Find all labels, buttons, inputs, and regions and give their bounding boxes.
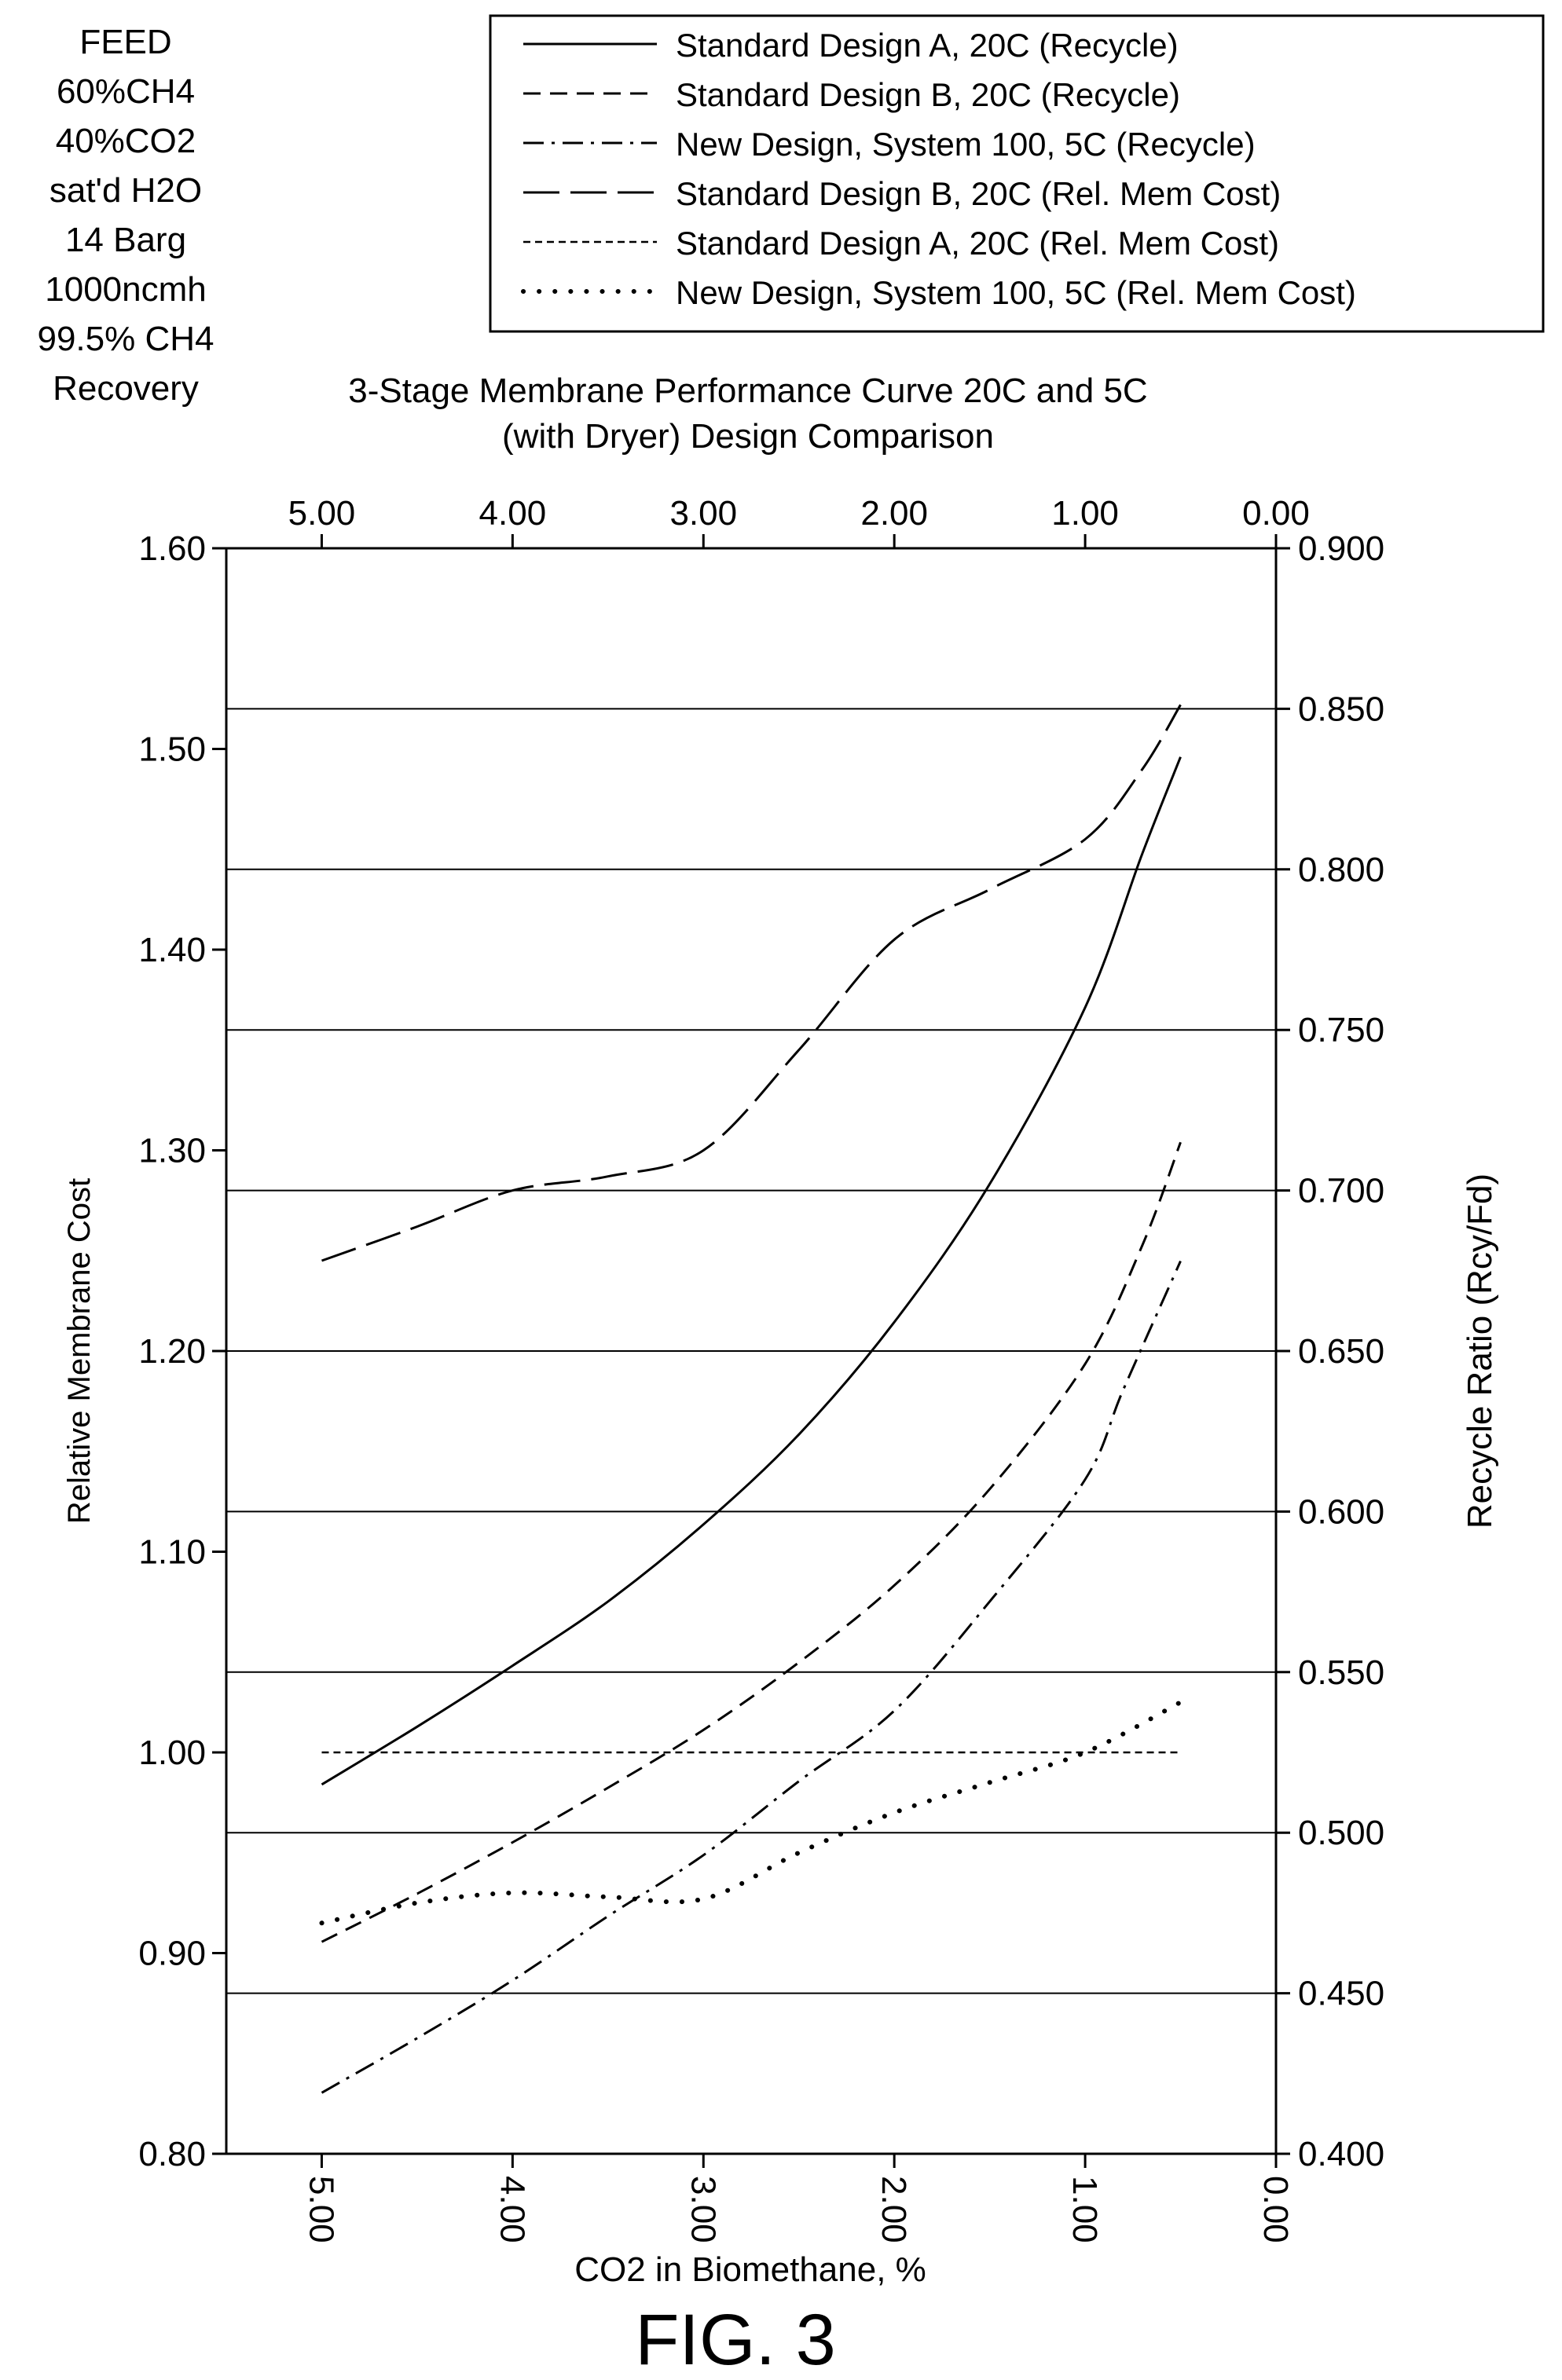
y-tick-label: 0.80 xyxy=(138,2135,206,2173)
x-axis-label: CO2 in Biomethane, % xyxy=(574,2250,926,2289)
legend-label-new-design-system-100-5c-recycle: New Design, System 100, 5C (Recycle) xyxy=(676,126,1256,163)
x-top-tick-label: 1.00 xyxy=(1051,494,1119,533)
y2-tick-label: 0.850 xyxy=(1298,690,1384,728)
y-tick-label: 1.00 xyxy=(138,1734,206,1772)
legend-label-standard-design-a-20c-rel-mem-cost: Standard Design A, 20C (Rel. Mem Cost) xyxy=(676,225,1279,262)
y-tick-label: 1.40 xyxy=(138,931,206,969)
y2-axis-label: Recycle Ratio (Rcy/Fd) xyxy=(1461,1174,1499,1529)
y-tick-label: 1.20 xyxy=(138,1332,206,1371)
feed-line-1: FEED xyxy=(79,23,171,61)
feed-line-2: 60%CH4 xyxy=(57,72,195,111)
series-lines xyxy=(319,704,1183,2094)
y2-tick-label: 0.500 xyxy=(1298,1814,1384,1852)
feed-info: FEED 60%CH4 40%CO2 sat'd H2O 14 Barg 100… xyxy=(37,23,214,408)
feed-line-6: 1000ncmh xyxy=(45,270,206,309)
feed-line-7: 99.5% CH4 xyxy=(37,320,214,358)
figure-label: FIG. 3 xyxy=(635,2300,836,2380)
x-top-tick-label: 2.00 xyxy=(860,494,928,533)
x-top-tick-label: 5.00 xyxy=(288,494,356,533)
y2-tick-label: 0.450 xyxy=(1298,1975,1384,2013)
x-bottom-tick-label: 4.00 xyxy=(493,2176,531,2243)
y-tick-label: 1.10 xyxy=(138,1533,206,1572)
y2-tick-label: 0.800 xyxy=(1298,851,1384,889)
y-tick-label: 1.60 xyxy=(138,529,206,568)
series-line-new-design-system-100-5c-rel-mem-cost xyxy=(319,1700,1183,1926)
chart-title-line-2: (with Dryer) Design Comparison xyxy=(502,417,994,456)
chart-title-line-1: 3-Stage Membrane Performance Curve 20C a… xyxy=(348,372,1147,410)
feed-line-5: 14 Barg xyxy=(65,221,186,259)
series-line-standard-design-b-20c-recycle xyxy=(321,1141,1182,1943)
legend-label-standard-design-b-20c-recycle: Standard Design B, 20C (Recycle) xyxy=(676,76,1180,113)
feed-line-8: Recovery xyxy=(53,369,199,408)
axis-ticks: 0.80 0.90 1.00 1.10 1.20 1.30 1.40 1.50 1.60 0.40… xyxy=(138,494,1384,2243)
feed-line-3: 40%CO2 xyxy=(56,122,196,160)
series-line-standard-design-b-20c-rel-mem-cost xyxy=(321,704,1182,1262)
y2-tick-label: 0.400 xyxy=(1298,2135,1384,2173)
legend-label-standard-design-b-20c-rel-mem-cost: Standard Design B, 20C (Rel. Mem Cost) xyxy=(676,175,1281,212)
y2-tick-label: 0.750 xyxy=(1298,1011,1384,1049)
series-line-new-design-system-100-5c-recycle xyxy=(321,1260,1182,2094)
y2-tick-label: 0.650 xyxy=(1298,1332,1384,1371)
y2-tick-label: 0.700 xyxy=(1298,1172,1384,1210)
legend-box xyxy=(489,14,1545,333)
x-top-tick-label: 3.00 xyxy=(669,494,737,533)
x-top-tick-label: 0.00 xyxy=(1242,494,1310,533)
y2-tick-label: 0.600 xyxy=(1298,1492,1384,1531)
gridlines xyxy=(226,708,1276,1994)
y-tick-label: 1.30 xyxy=(138,1132,206,1170)
legend: Standard Design A, 20C (Recycle) Standard… xyxy=(489,14,1545,333)
x-bottom-tick-label: 1.00 xyxy=(1065,2176,1104,2243)
x-bottom-tick-label: 0.00 xyxy=(1256,2176,1295,2243)
series-line-standard-design-a-20c-recycle xyxy=(321,756,1182,1786)
x-bottom-tick-label: 3.00 xyxy=(684,2176,722,2243)
x-bottom-tick-label: 5.00 xyxy=(302,2176,340,2243)
x-bottom-tick-label: 2.00 xyxy=(874,2176,913,2243)
chart-title: 3-Stage Membrane Performance Curve 20C a… xyxy=(348,372,1147,456)
y2-tick-label: 0.550 xyxy=(1298,1653,1384,1692)
y-tick-label: 0.90 xyxy=(138,1935,206,1973)
feed-line-4: sat'd H2O xyxy=(50,171,202,210)
y-tick-label: 1.50 xyxy=(138,730,206,769)
legend-label-new-design-system-100-5c-rel-mem-cost: New Design, System 100, 5C (Rel. Mem Cos… xyxy=(676,274,1356,311)
x-top-tick-label: 4.00 xyxy=(479,494,547,533)
legend-label-standard-design-a-20c-recycle: Standard Design A, 20C (Recycle) xyxy=(676,27,1179,64)
y-axis-label: Relative Membrane Cost xyxy=(62,1178,97,1524)
y2-tick-label: 0.900 xyxy=(1298,529,1384,568)
